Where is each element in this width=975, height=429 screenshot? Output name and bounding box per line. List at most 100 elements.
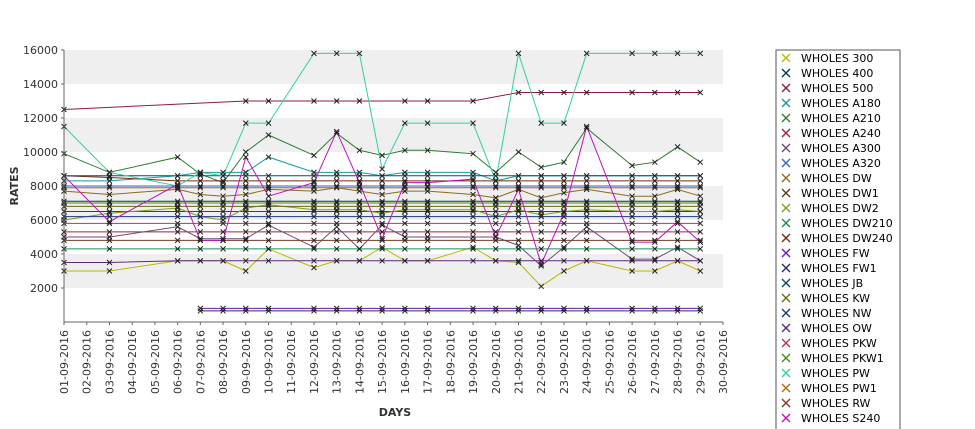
data-point — [333, 308, 340, 314]
data-point — [379, 200, 385, 206]
data-point — [697, 237, 704, 244]
data-point — [492, 184, 499, 191]
data-point — [651, 246, 658, 252]
data-point — [629, 246, 635, 252]
data-point — [402, 229, 408, 235]
data-point — [492, 229, 499, 235]
data-point — [515, 89, 522, 96]
data-point — [402, 308, 408, 314]
data-point — [583, 208, 590, 215]
data-point — [220, 237, 226, 244]
data-point — [106, 174, 113, 181]
data-point — [106, 213, 113, 220]
data-point — [402, 120, 408, 126]
data-point — [583, 184, 590, 191]
data-point — [197, 198, 204, 205]
data-point — [311, 246, 317, 252]
data-point — [561, 229, 567, 235]
data-point — [174, 183, 181, 189]
data-point — [265, 172, 272, 179]
data-point — [674, 200, 681, 206]
x-tick-label: 13-09-2016 — [331, 330, 344, 394]
data-point — [651, 237, 658, 244]
data-point — [356, 178, 363, 184]
x-tick-label: 28-09-2016 — [672, 330, 685, 394]
data-point — [174, 172, 181, 179]
grid-band — [64, 254, 723, 288]
data-point — [311, 220, 317, 227]
data-point — [561, 172, 567, 179]
data-point — [311, 172, 317, 179]
data-point — [333, 98, 340, 104]
data-point — [220, 213, 226, 220]
x-tick-label: 07-09-2016 — [194, 330, 207, 394]
data-point — [265, 220, 272, 227]
data-point — [674, 50, 681, 57]
data-point — [242, 120, 249, 126]
data-point — [333, 305, 340, 312]
data-point — [674, 229, 681, 235]
data-point — [697, 172, 704, 179]
data-point — [242, 308, 249, 314]
data-point — [265, 98, 272, 104]
data-point — [583, 246, 590, 252]
data-point — [583, 237, 590, 244]
data-point — [470, 198, 476, 205]
data-point — [674, 237, 681, 244]
data-point — [629, 172, 635, 179]
data-point — [561, 246, 567, 252]
data-point — [470, 200, 476, 206]
data-point — [265, 200, 272, 206]
data-point — [311, 152, 317, 159]
data-point — [470, 305, 476, 312]
data-point — [651, 213, 658, 220]
data-point — [583, 308, 590, 314]
data-point — [174, 198, 181, 205]
data-point — [242, 98, 249, 104]
legend: WHOLES 300 WHOLES 400 WHOLES 500 WHOLES A18… — [781, 52, 893, 425]
data-point — [492, 234, 499, 240]
legend-marker — [781, 113, 791, 123]
data-point — [674, 244, 681, 251]
data-point — [561, 210, 567, 217]
data-point — [561, 237, 567, 244]
data-point — [697, 183, 704, 189]
data-point — [265, 193, 272, 200]
legend-entry-label: WHOLES DW210 — [801, 217, 893, 230]
data-point — [106, 191, 113, 198]
data-point — [242, 183, 249, 189]
data-point — [379, 246, 385, 252]
data-point — [220, 305, 226, 312]
data-point — [470, 237, 476, 244]
data-point — [651, 159, 658, 166]
data-point — [629, 213, 635, 220]
legend-marker — [781, 368, 791, 378]
data-point — [674, 208, 681, 215]
data-point — [538, 172, 545, 179]
data-point — [379, 183, 385, 189]
data-point — [583, 178, 590, 184]
data-point — [174, 205, 181, 211]
data-point — [697, 200, 704, 206]
data-point — [242, 172, 249, 179]
data-point — [242, 268, 249, 274]
data-point — [265, 154, 272, 160]
data-point — [242, 154, 249, 160]
data-point — [220, 178, 226, 184]
x-tick-label: 26-09-2016 — [626, 330, 639, 394]
data-point — [356, 246, 363, 252]
legend-marker — [781, 383, 791, 393]
x-tick-labels: 01-09-2016 02-09-2016 03-09-2016 04-09-2016… — [58, 322, 730, 394]
data-point — [242, 237, 249, 244]
data-point — [424, 172, 431, 179]
data-point — [538, 200, 545, 206]
data-point — [333, 220, 340, 227]
data-point — [583, 229, 590, 235]
legend-entry-label: WHOLES PKW — [801, 337, 877, 350]
data-point — [583, 172, 590, 179]
legend-marker — [781, 173, 791, 183]
data-point — [515, 172, 522, 179]
data-point — [265, 208, 272, 215]
data-point — [697, 89, 704, 96]
data-point — [629, 239, 635, 245]
